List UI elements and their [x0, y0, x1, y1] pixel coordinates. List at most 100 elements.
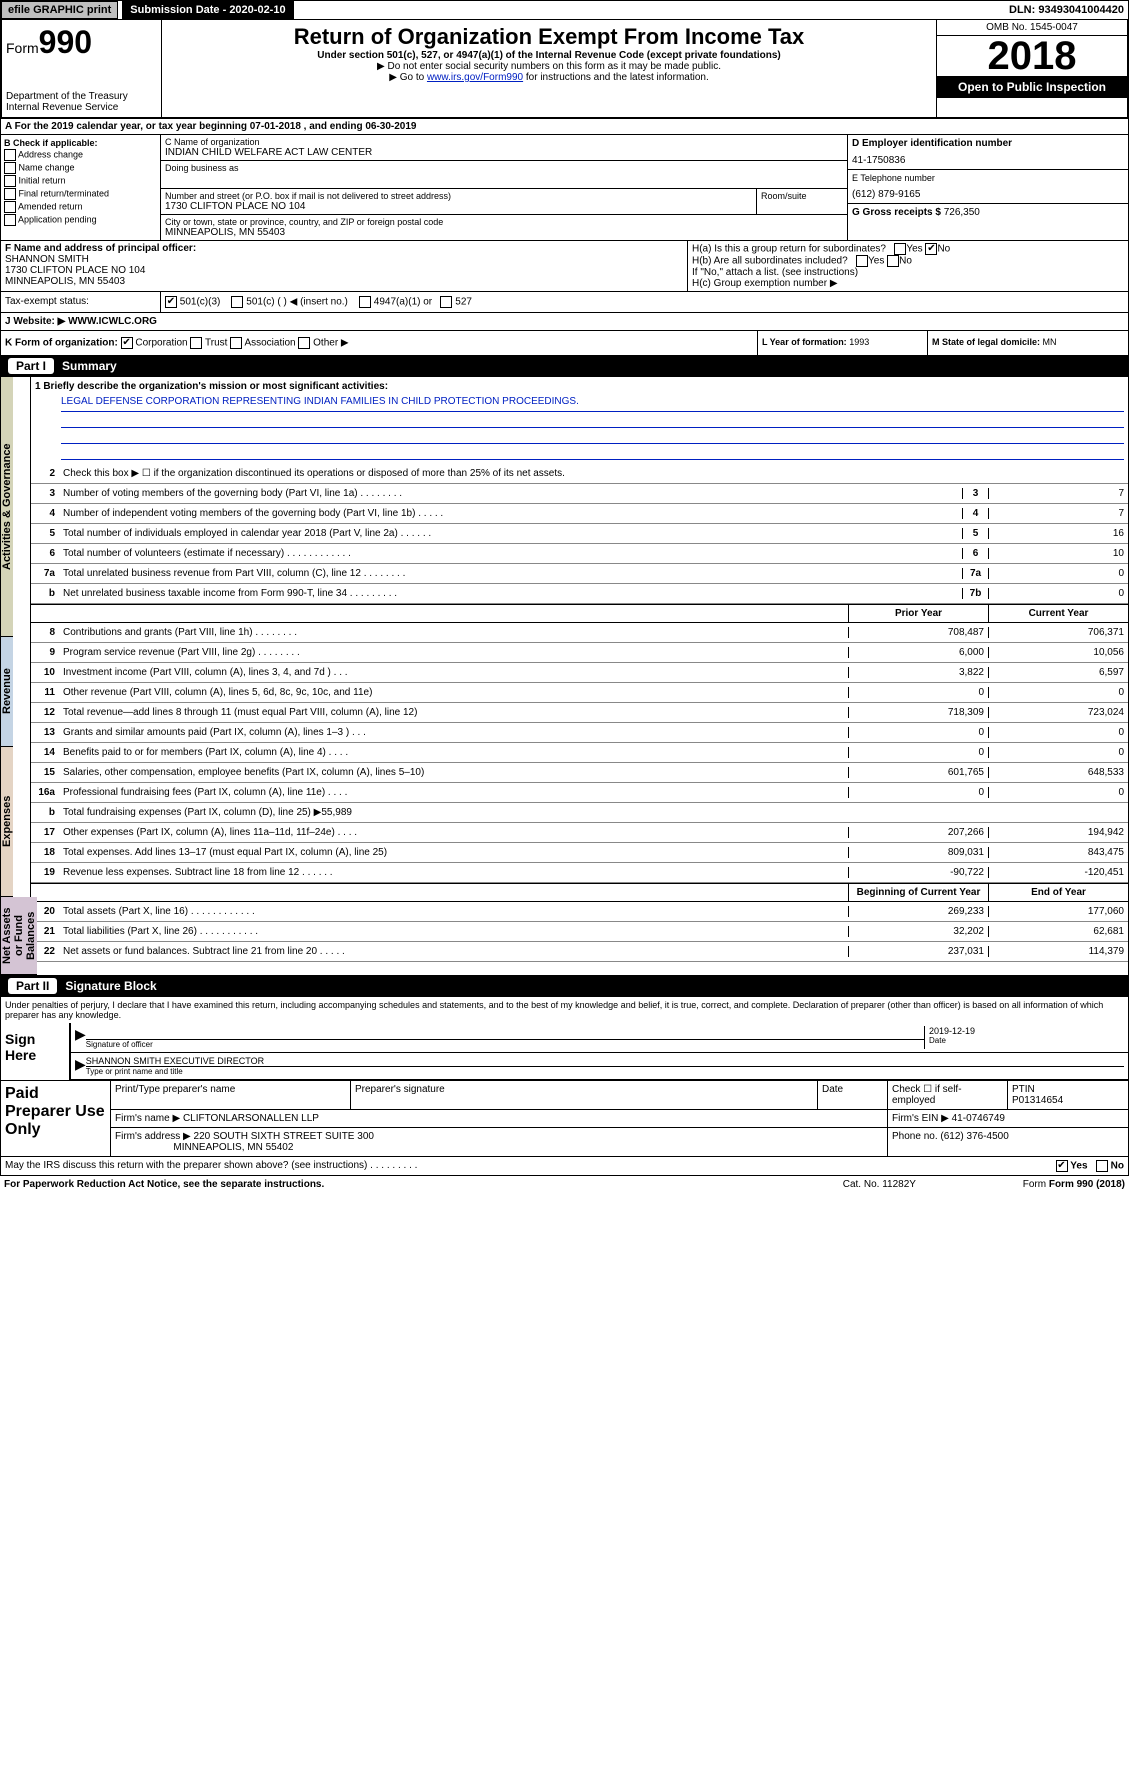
prior-value: 3,822	[848, 667, 988, 678]
ein-value: 41-1750836	[852, 149, 1124, 166]
checkbox-amended[interactable]	[4, 201, 16, 213]
sign-here-label: Sign Here	[1, 1023, 71, 1080]
form-footer: Form Form 990 (2018)	[1023, 1179, 1125, 1190]
tab-revenue: Revenue	[1, 637, 13, 747]
line-text: Net assets or fund balances. Subtract li…	[59, 944, 848, 959]
discuss-no[interactable]	[1096, 1160, 1108, 1172]
officer-name: SHANNON SMITH	[5, 254, 89, 265]
prior-value: 237,031	[848, 946, 988, 957]
dba-label: Doing business as	[165, 163, 843, 173]
checkbox-501c3[interactable]	[165, 296, 177, 308]
line-text: Investment income (Part VIII, column (A)…	[59, 665, 848, 680]
cat-number: Cat. No. 11282Y	[843, 1179, 1023, 1190]
line-text: Benefits paid to or for members (Part IX…	[59, 745, 848, 760]
tab-governance: Activities & Governance	[1, 377, 13, 637]
hb-yes[interactable]	[856, 255, 868, 267]
prior-value: 0	[848, 787, 988, 798]
firm-name-label: Firm's name ▶	[115, 1113, 180, 1124]
current-value: 843,475	[988, 847, 1128, 858]
checkbox-initial[interactable]	[4, 175, 16, 187]
box-b-checkboxes: B Check if applicable: Address change Na…	[1, 135, 161, 240]
line-value: 7	[988, 488, 1128, 499]
end-year-header: End of Year	[988, 884, 1128, 901]
prior-value: -90,722	[848, 867, 988, 878]
city-label: City or town, state or province, country…	[165, 217, 843, 227]
line-value: 0	[988, 568, 1128, 579]
state-domicile-label: M State of legal domicile:	[932, 337, 1040, 347]
submission-date-label: Submission Date - 2020-02-10	[122, 1, 293, 19]
line-text: Net unrelated business taxable income fr…	[59, 586, 962, 601]
self-employed-check: Check ☐ if self-employed	[888, 1081, 1008, 1109]
tab-netassets: Net Assets or Fund Balances	[1, 897, 37, 975]
firm-ein: 41-0746749	[952, 1113, 1005, 1124]
line-text: Total unrelated business revenue from Pa…	[59, 566, 962, 581]
website-value: WWW.ICWLC.ORG	[68, 316, 157, 327]
officer-label: F Name and address of principal officer:	[5, 243, 196, 254]
line-text: Total number of individuals employed in …	[59, 526, 962, 541]
ein-label: D Employer identification number	[852, 138, 1124, 149]
line-text: Professional fundraising fees (Part IX, …	[59, 785, 848, 800]
line-text: Other revenue (Part VIII, column (A), li…	[59, 685, 848, 700]
prior-value: 718,309	[848, 707, 988, 718]
state-domicile-value: MN	[1043, 337, 1057, 347]
type-name-label: Type or print name and title	[86, 1067, 1124, 1076]
checkbox-501c[interactable]	[231, 296, 243, 308]
efile-print-button[interactable]: efile GRAPHIC print	[1, 1, 118, 19]
subtitle-1: Under section 501(c), 527, or 4947(a)(1)…	[166, 50, 932, 61]
room-suite-label: Room/suite	[757, 189, 847, 214]
form-number: Form990	[6, 24, 157, 61]
tax-exempt-label: Tax-exempt status:	[1, 292, 161, 312]
prep-name-header: Print/Type preparer's name	[111, 1081, 351, 1109]
checkbox-assoc[interactable]	[230, 337, 242, 349]
checkbox-addr-change[interactable]	[4, 149, 16, 161]
checkbox-527[interactable]	[440, 296, 452, 308]
checkbox-pending[interactable]	[4, 214, 16, 226]
dept-treasury: Department of the Treasury Internal Reve…	[6, 91, 157, 113]
checkbox-corp[interactable]	[121, 337, 133, 349]
firm-addr-label: Firm's address ▶	[115, 1131, 191, 1142]
checkbox-final[interactable]	[4, 188, 16, 200]
line-text: Total revenue—add lines 8 through 11 (mu…	[59, 705, 848, 720]
prior-value: 0	[848, 747, 988, 758]
line-text: Total assets (Part X, line 16) . . . . .…	[59, 904, 848, 919]
penalty-statement: Under penalties of perjury, I declare th…	[1, 997, 1128, 1023]
year-formation-value: 1993	[849, 337, 869, 347]
mission-text: LEGAL DEFENSE CORPORATION REPRESENTING I…	[61, 396, 1124, 412]
ha-no[interactable]	[925, 243, 937, 255]
discuss-yes[interactable]	[1056, 1160, 1068, 1172]
firm-phone: (612) 376-4500	[940, 1131, 1008, 1142]
checkbox-trust[interactable]	[190, 337, 202, 349]
tax-year-range: A For the 2019 calendar year, or tax yea…	[1, 119, 1128, 134]
org-name-label: C Name of organization	[165, 137, 843, 147]
line-text: Number of voting members of the governin…	[59, 486, 962, 501]
line-value: 16	[988, 528, 1128, 539]
gross-receipts-label: G Gross receipts $	[852, 207, 941, 218]
line-text: Program service revenue (Part VIII, line…	[59, 645, 848, 660]
hb-no[interactable]	[887, 255, 899, 267]
firm-addr1: 220 SOUTH SIXTH STREET SUITE 300	[194, 1131, 374, 1142]
current-value: 723,024	[988, 707, 1128, 718]
checkbox-other[interactable]	[298, 337, 310, 349]
prep-sig-header: Preparer's signature	[351, 1081, 818, 1109]
line2-text: Check this box ▶ ☐ if the organization d…	[59, 466, 1128, 481]
checkbox-4947[interactable]	[359, 296, 371, 308]
current-year-header: Current Year	[988, 605, 1128, 622]
current-value: 194,942	[988, 827, 1128, 838]
current-value: 114,379	[988, 946, 1128, 957]
gross-receipts-value: 726,350	[944, 207, 980, 218]
line-text: Total number of volunteers (estimate if …	[59, 546, 962, 561]
current-value: 177,060	[988, 906, 1128, 917]
line-text: Revenue less expenses. Subtract line 18 …	[59, 865, 848, 880]
addr-label: Number and street (or P.O. box if mail i…	[165, 191, 752, 201]
line-text: Contributions and grants (Part VIII, lin…	[59, 625, 848, 640]
phone-value: (612) 879-9165	[852, 183, 1124, 200]
tab-expenses: Expenses	[1, 747, 13, 897]
firm-ein-label: Firm's EIN ▶	[892, 1113, 949, 1124]
open-public-badge: Open to Public Inspection	[937, 76, 1127, 98]
firm-name: CLIFTONLARSONALLEN LLP	[183, 1113, 319, 1124]
ha-yes[interactable]	[894, 243, 906, 255]
current-value: 62,681	[988, 926, 1128, 937]
checkbox-name-change[interactable]	[4, 162, 16, 174]
irs-link[interactable]: www.irs.gov/Form990	[427, 72, 523, 83]
website-label: J Website: ▶	[5, 316, 65, 327]
